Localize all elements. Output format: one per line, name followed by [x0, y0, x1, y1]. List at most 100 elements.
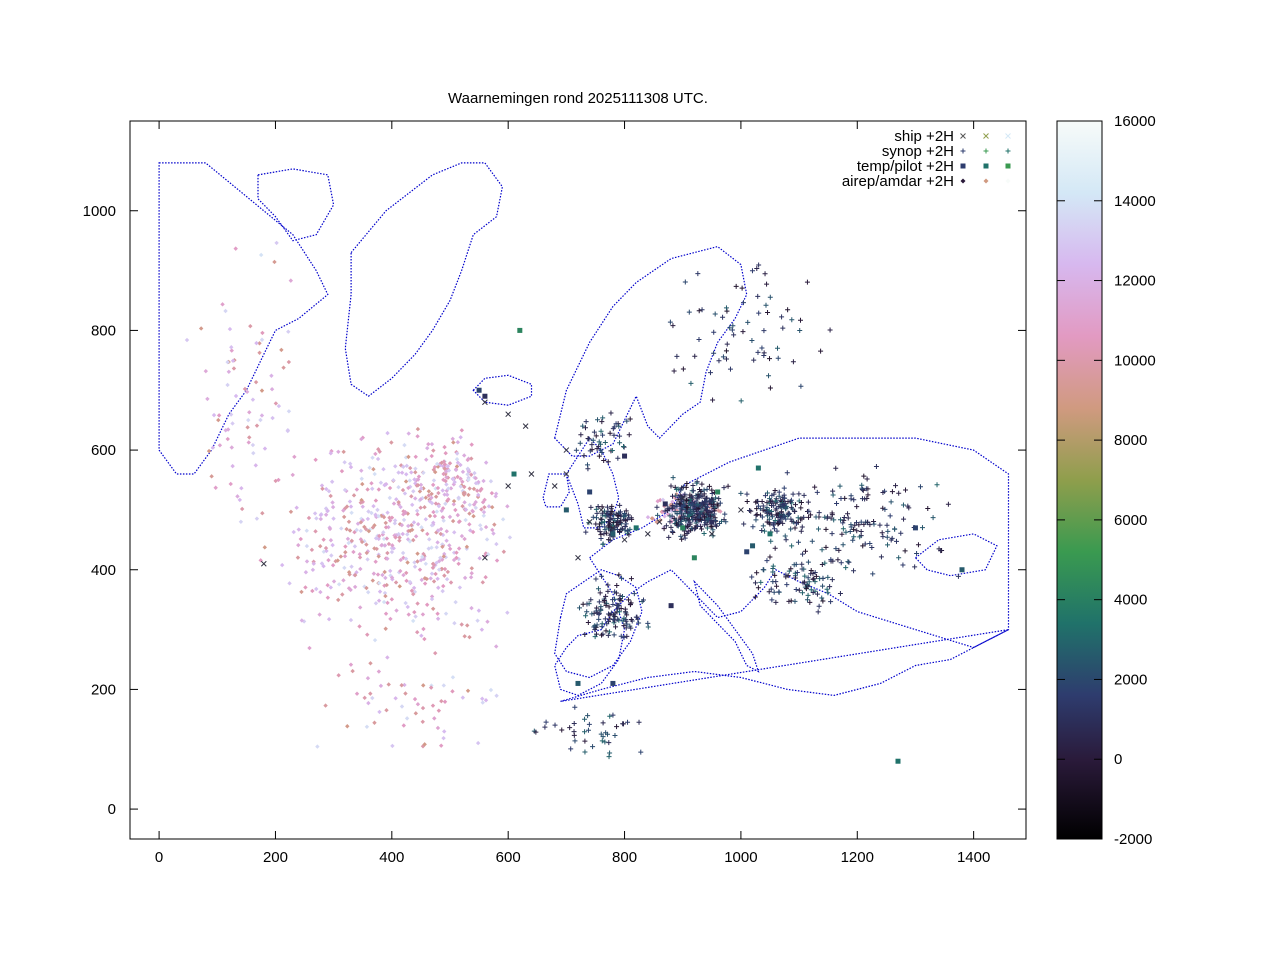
airep-point: [393, 464, 398, 469]
synop-point: [616, 528, 622, 534]
coastline-6: [542, 473, 570, 508]
synop-point: [827, 584, 833, 590]
synop-point: [789, 543, 795, 549]
airep-point: [387, 485, 393, 491]
airep-point: [432, 513, 438, 519]
airep-point: [456, 495, 461, 500]
synop-point: [717, 500, 723, 506]
airep-point: [446, 486, 451, 491]
ship-point: [482, 399, 488, 406]
airep-point: [306, 515, 312, 521]
airep-point: [324, 548, 329, 554]
airep-point: [354, 487, 360, 492]
synop-point: [677, 515, 683, 521]
synop-point: [783, 572, 789, 578]
airep-point: [328, 493, 333, 499]
airep-point: [431, 579, 437, 584]
synop-point: [701, 487, 707, 493]
airep-point: [469, 566, 474, 571]
synop-point: [781, 492, 787, 498]
airep-point: [482, 505, 487, 510]
airep-point: [258, 252, 264, 258]
y-tick-label: 600: [91, 442, 116, 459]
airep-point: [413, 496, 418, 501]
synop-point: [620, 594, 626, 600]
legend-marker: [1005, 148, 1011, 154]
synop-point: [622, 524, 628, 530]
airep-point: [354, 570, 359, 575]
airep-point: [225, 436, 230, 442]
airep-point: [330, 542, 335, 548]
synop-point: [628, 576, 634, 582]
airep-point: [460, 469, 466, 475]
synop-point: [590, 437, 596, 443]
airep-point: [445, 463, 451, 469]
airep-point: [403, 691, 408, 696]
airep-point: [375, 456, 381, 462]
airep-point: [469, 456, 474, 461]
synop-point: [615, 602, 621, 608]
temp-point: [511, 471, 517, 477]
synop-point: [789, 317, 795, 323]
synop-point: [670, 503, 676, 509]
x-tick-label: 800: [612, 849, 637, 866]
airep-point: [235, 494, 240, 499]
synop-point: [805, 559, 811, 565]
synop-point: [655, 512, 661, 518]
airep-point: [347, 528, 353, 533]
synop-point: [631, 591, 637, 597]
synop-point: [683, 484, 689, 490]
airep-point: [455, 474, 460, 480]
synop-point: [776, 589, 782, 595]
synop-point: [833, 465, 839, 471]
airep-point: [227, 326, 233, 332]
synop-point: [764, 519, 770, 525]
airep-point: [434, 461, 440, 467]
airep-point: [412, 560, 417, 565]
synop-point: [601, 597, 607, 603]
synop-point: [636, 620, 642, 626]
airep-point: [376, 554, 381, 559]
airep-point: [662, 514, 667, 519]
synop-point: [679, 536, 685, 542]
synop-point: [627, 602, 633, 608]
airep-point: [674, 508, 680, 513]
synop-point: [582, 425, 588, 431]
airep-point: [467, 511, 472, 516]
synop-point: [690, 488, 696, 494]
coastline-1: [158, 162, 329, 475]
airep-point: [346, 586, 352, 591]
synop-point: [605, 632, 611, 638]
synop-point: [788, 566, 794, 572]
airep-point: [413, 466, 418, 471]
airep-point: [225, 382, 230, 388]
airep-point: [418, 557, 424, 563]
airep-point: [375, 572, 381, 577]
synop-point: [641, 597, 647, 603]
airep-point: [288, 509, 294, 514]
airep-point: [254, 423, 260, 428]
synop-point: [584, 609, 590, 615]
synop-point: [816, 510, 822, 516]
legend-marker: [960, 163, 966, 169]
airep-point: [382, 583, 387, 588]
synop-point: [598, 428, 604, 434]
legend-marker: [983, 178, 989, 184]
airep-point: [259, 337, 265, 342]
synop-point: [603, 628, 609, 634]
synop-point: [619, 575, 625, 581]
synop-point: [767, 498, 773, 504]
synop-point: [848, 496, 854, 502]
synop-point: [827, 327, 833, 333]
synop-point: [568, 746, 574, 752]
airep-point: [488, 479, 494, 484]
synop-point: [582, 631, 588, 637]
synop-point: [769, 514, 775, 520]
airep-point: [345, 536, 351, 542]
synop-point: [845, 559, 851, 565]
airep-point: [430, 565, 436, 570]
airep-point: [399, 683, 404, 688]
synop-point: [621, 444, 627, 450]
airep-point: [445, 492, 450, 497]
synop-point: [771, 526, 777, 532]
